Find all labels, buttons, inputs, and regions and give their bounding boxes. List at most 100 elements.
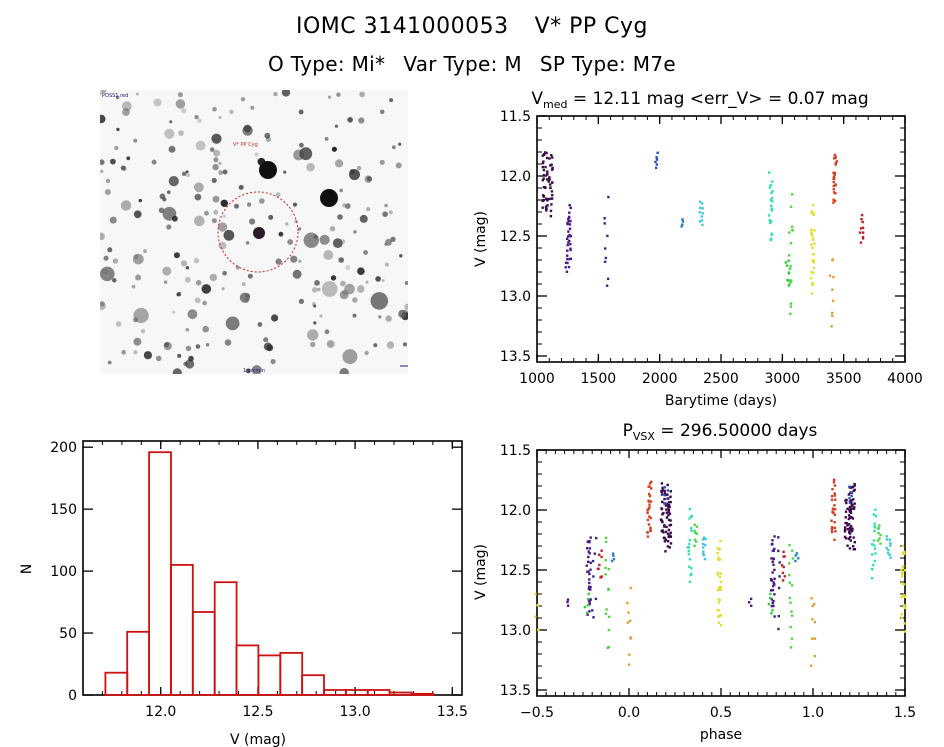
data-point	[607, 587, 610, 591]
data-point	[769, 592, 772, 596]
data-point	[874, 514, 878, 518]
star	[143, 351, 152, 360]
data-point	[591, 609, 594, 612]
data-point	[770, 598, 773, 601]
data-point	[568, 211, 571, 214]
data-point	[789, 205, 793, 208]
star	[306, 162, 315, 172]
x-tick-label: 4000	[887, 371, 923, 387]
data-point	[600, 555, 603, 559]
data-point	[549, 215, 553, 218]
data-point	[789, 280, 793, 283]
data-point	[551, 181, 554, 184]
data-point	[749, 597, 753, 601]
data-point	[718, 575, 722, 579]
data-point	[588, 572, 591, 576]
data-point	[833, 173, 836, 176]
data-point	[860, 218, 863, 221]
data-point	[901, 582, 904, 585]
star	[319, 234, 330, 245]
data-point	[701, 212, 704, 215]
star	[298, 109, 304, 115]
y-tick-label: 11.5	[500, 443, 531, 459]
histogram-bar	[323, 689, 347, 696]
data-point	[812, 238, 815, 241]
data-point	[551, 194, 554, 197]
data-point	[778, 561, 781, 564]
data-point	[690, 567, 693, 570]
data-point	[606, 646, 609, 649]
data-point	[848, 523, 851, 526]
data-point	[667, 510, 670, 514]
star	[303, 232, 319, 248]
data-point	[660, 482, 664, 485]
data-point	[667, 514, 670, 517]
star	[229, 109, 234, 114]
star	[340, 280, 346, 287]
data-point	[646, 535, 650, 538]
data-point	[668, 524, 671, 527]
data-point	[719, 588, 722, 591]
data-point	[794, 554, 797, 557]
star	[100, 90, 107, 94]
star	[194, 182, 204, 193]
x-tick-label: 12.0	[145, 704, 176, 720]
data-point	[777, 586, 781, 590]
data-point	[648, 494, 652, 498]
data-point	[791, 193, 794, 196]
star	[100, 232, 105, 241]
data-point	[832, 184, 835, 188]
star	[218, 241, 227, 250]
data-point	[703, 543, 707, 547]
data-point	[771, 542, 774, 546]
data-point	[548, 157, 551, 160]
data-point	[545, 197, 548, 200]
data-point	[834, 184, 837, 187]
data-point	[588, 547, 592, 550]
star	[313, 321, 317, 325]
data-point	[791, 549, 794, 552]
data-point	[666, 497, 669, 501]
data-point	[900, 616, 904, 619]
star	[375, 276, 381, 282]
data-point	[541, 161, 545, 165]
data-point	[666, 532, 670, 535]
x-tick-label: 0.5	[710, 705, 732, 721]
data-point	[564, 261, 568, 264]
target-star	[253, 227, 265, 239]
data-point	[545, 207, 548, 211]
star	[112, 278, 117, 283]
data-point	[833, 492, 836, 495]
star	[162, 266, 172, 276]
data-point	[874, 508, 877, 511]
star	[266, 344, 274, 352]
data-point	[654, 160, 657, 164]
data-point	[701, 223, 704, 227]
star	[213, 149, 221, 157]
data-point	[810, 210, 814, 213]
finder-label-scale: 1 arcmin	[243, 368, 265, 374]
data-point	[598, 553, 601, 556]
data-point	[777, 536, 780, 539]
data-point	[788, 562, 791, 565]
y-tick-label: 50	[59, 626, 77, 642]
star	[180, 260, 188, 267]
data-point	[655, 158, 659, 161]
data-point	[588, 552, 591, 555]
data-point	[785, 264, 789, 267]
data-point	[703, 557, 707, 561]
data-point	[566, 243, 569, 247]
data-point	[541, 194, 545, 197]
data-point	[607, 628, 611, 632]
star-field	[100, 90, 408, 374]
data-point	[848, 501, 852, 504]
data-point	[605, 608, 608, 611]
star	[132, 253, 144, 265]
data-point	[769, 577, 773, 581]
x-tick-label: 2000	[642, 371, 678, 387]
histogram-bar	[410, 692, 435, 696]
data-point	[701, 207, 704, 210]
star	[263, 337, 269, 343]
data-point	[810, 270, 813, 274]
